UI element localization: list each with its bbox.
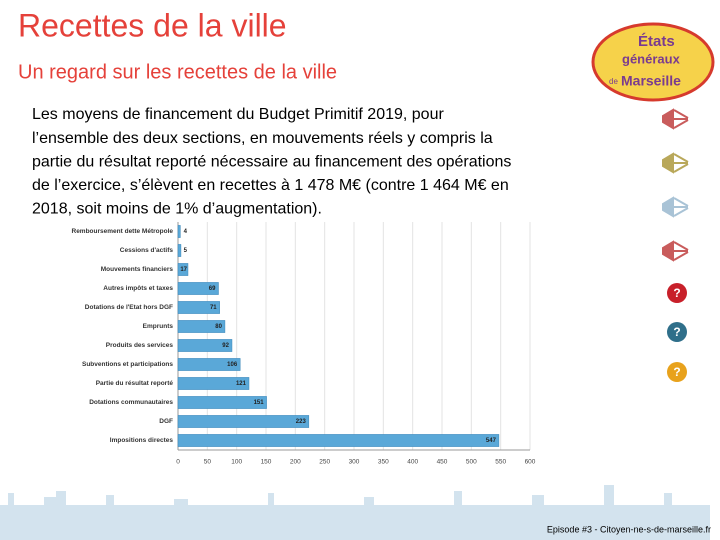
- value-label: 17: [180, 267, 187, 273]
- speaker-icon: [662, 196, 689, 218]
- x-tick-label: 300: [349, 459, 360, 466]
- y-tick-label: DGF: [159, 418, 173, 425]
- x-tick-label: 450: [437, 459, 448, 466]
- skyline: [0, 485, 710, 540]
- help-button[interactable]: [667, 322, 687, 342]
- help-label[interactable]: ?: [673, 365, 680, 379]
- help-label[interactable]: ?: [673, 325, 680, 339]
- value-label: 223: [296, 419, 307, 425]
- x-tick-label: 400: [407, 459, 418, 466]
- bar: [177, 434, 500, 447]
- bar: [177, 320, 226, 333]
- value-label: 69: [209, 286, 216, 292]
- help-button[interactable]: [667, 283, 687, 303]
- bar: [177, 225, 181, 238]
- value-label: 92: [222, 343, 229, 349]
- value-label: 5: [184, 248, 188, 254]
- x-tick-label: 50: [204, 459, 212, 466]
- logo-text: de: [609, 77, 618, 86]
- body-text: Les moyens de financement du Budget Prim…: [32, 106, 444, 123]
- x-tick-label: 550: [495, 459, 506, 466]
- help-buttons: ? ? ?: [667, 283, 687, 382]
- value-label: 80: [215, 324, 222, 330]
- x-tick-label: 500: [466, 459, 477, 466]
- y-tick-label: Emprunts: [143, 323, 174, 330]
- speaker-icon: [662, 240, 689, 262]
- x-tick-label: 350: [378, 459, 389, 466]
- y-tick-label: Autres impôts et taxes: [103, 285, 173, 292]
- y-tick-label: Cessions d'actifs: [120, 247, 174, 254]
- x-tick-label: 150: [261, 459, 272, 466]
- speaker-icons: [662, 108, 689, 262]
- bar: [177, 396, 267, 409]
- y-tick-label: Produits des services: [106, 342, 174, 349]
- x-tick-label: 100: [231, 459, 242, 466]
- body-text: l’ensemble des deux sections, en mouveme…: [32, 130, 493, 147]
- y-tick-label: Mouvements financiers: [101, 266, 174, 273]
- value-label: 71: [210, 305, 217, 311]
- bar: [177, 301, 220, 314]
- speaker-icon: [662, 152, 689, 174]
- bar: [177, 339, 233, 352]
- x-tick-label: 250: [319, 459, 330, 466]
- value-label: 151: [254, 400, 265, 406]
- slide-subtitle: Un regard sur les recettes de la ville: [18, 61, 337, 83]
- slide-title: Recettes de la ville: [18, 7, 287, 43]
- bar: [177, 358, 241, 371]
- help-button[interactable]: [667, 362, 687, 382]
- x-tick-label: 200: [290, 459, 301, 466]
- body-text: de l’exercice, s’élèvent en recettes à 1…: [32, 177, 509, 194]
- value-label: 106: [227, 362, 238, 368]
- y-tick-label: Remboursement dette Métropole: [72, 228, 174, 235]
- value-label: 121: [236, 381, 247, 387]
- bar: [177, 377, 250, 390]
- logo-badge: [591, 22, 715, 102]
- y-tick-label: Dotations communautaires: [89, 399, 173, 406]
- y-tick-label: Impositions directes: [110, 437, 174, 444]
- logo-text: généraux: [622, 51, 681, 66]
- body-text: 2018, soit moins de 1% d’augmentation).: [32, 201, 322, 218]
- bar: [177, 415, 310, 428]
- logo-text: États: [638, 33, 675, 50]
- help-label[interactable]: ?: [673, 286, 680, 300]
- logo-text: Marseille: [621, 73, 681, 89]
- bar: [177, 263, 189, 276]
- y-tick-label: Partie du résultat reporté: [96, 380, 174, 387]
- value-label: 4: [184, 229, 188, 235]
- y-tick-label: Dotations de l'Etat hors DGF: [85, 304, 173, 311]
- value-label: 547: [486, 438, 497, 444]
- bar: [177, 244, 182, 257]
- logo: États généraux de Marseille: [591, 22, 715, 102]
- footer: Episode #3 - Citoyen-ne-s-de-marseille.f…: [547, 524, 711, 534]
- bar: [177, 282, 219, 295]
- x-tick-label: 0: [176, 459, 180, 466]
- x-tick-label: 600: [525, 459, 536, 466]
- body-text: partie du résultat reporté nécessaire au…: [32, 153, 511, 170]
- speaker-icon: [662, 108, 689, 130]
- y-tick-label: Subventions et participations: [82, 361, 173, 368]
